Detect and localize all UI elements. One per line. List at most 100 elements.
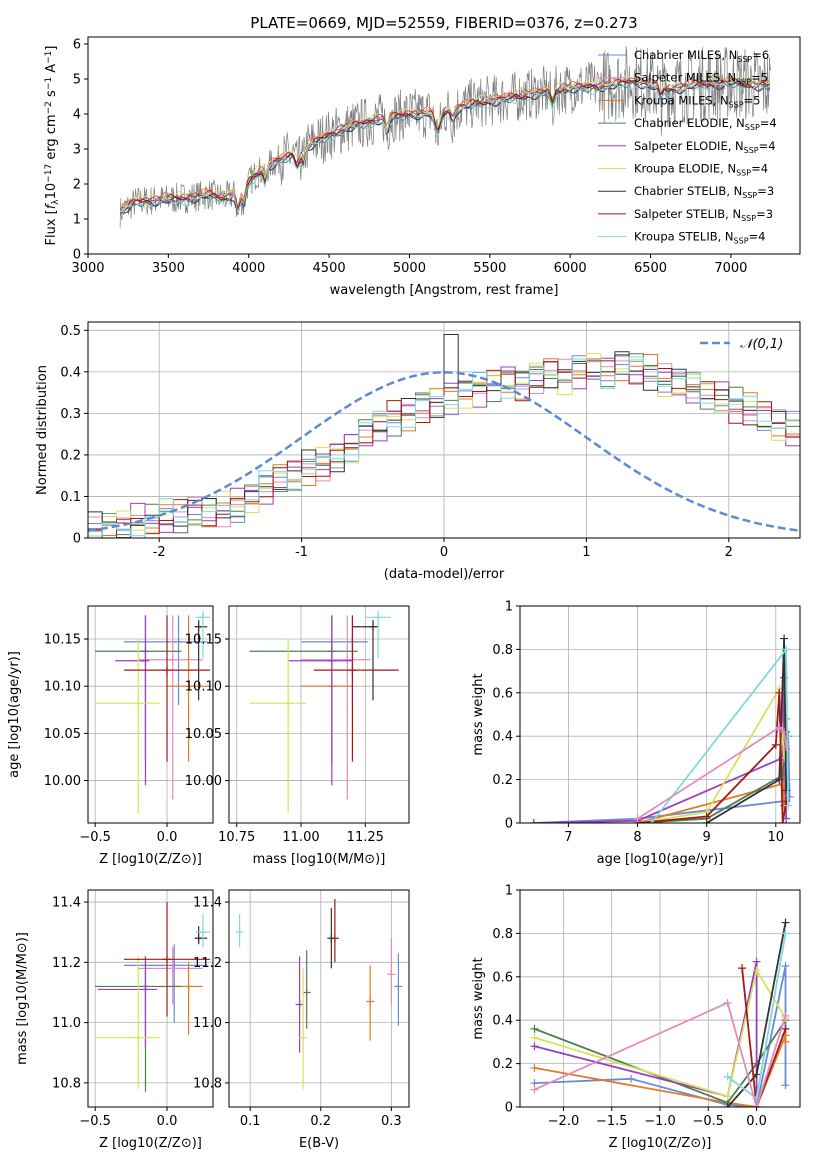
x-tick-label: 0.0 — [746, 1114, 767, 1129]
data-point — [327, 656, 336, 665]
x-axis-label: age [log10(age/yr)] — [597, 852, 724, 867]
legend-suffix: =5 — [751, 71, 768, 85]
figure-title: PLATE=0669, MJD=52559, FIBERID=0376, z=0… — [250, 14, 637, 32]
data-point — [780, 727, 789, 736]
x-tick-label: 6000 — [554, 261, 587, 276]
data-point — [781, 1081, 790, 1090]
y-tick-label: 11.4 — [193, 896, 222, 911]
x-tick-label: 10 — [768, 830, 785, 845]
model-line — [119, 77, 771, 212]
y-label-part: s — [44, 90, 59, 101]
chart-weight-vs-age: 7 8 9 10 0 0.2 0.4 0.6 0.8 1 age [log10(age/yr)] ma… — [471, 600, 801, 867]
x-tick-label: −0.5 — [79, 830, 111, 845]
legend-sub: SSP — [736, 169, 751, 178]
y-tick-label: 0.2 — [492, 773, 513, 788]
y-tick-label: 0.4 — [492, 1014, 513, 1029]
chart-spectrum: 3000 3500 4000 4500 5000 5500 6000 6500 7000 0 1 2 3… — [44, 36, 801, 298]
data-point — [702, 812, 711, 821]
histogram-step — [88, 356, 800, 537]
y-tick-label: 11.2 — [193, 956, 222, 971]
chart-mass-vs-Z: −0.5 0.0 10.8 11.0 11.2 11.4 Z [log10(Z/Z⊙)] ma… — [15, 889, 214, 1151]
legend-entry: 𝒩(0,1) — [740, 337, 783, 352]
x-tick-label: 0.3 — [381, 1114, 402, 1129]
x-tick-label: 11.00 — [282, 830, 319, 845]
data-point — [530, 1042, 539, 1051]
data-point — [366, 997, 375, 1006]
x-tick-label: 3000 — [71, 261, 104, 276]
data-point — [781, 1024, 790, 1033]
y-tick-label: 0.4 — [492, 730, 513, 745]
y-tick-label: 0.3 — [60, 407, 81, 422]
x-tick-label: −0.5 — [79, 1114, 111, 1129]
data-point — [387, 970, 396, 979]
model-line — [119, 81, 771, 217]
y-axis-label: mass weight — [471, 957, 486, 1039]
data-point — [174, 637, 183, 646]
y-tick-label: 10.8 — [52, 1076, 81, 1091]
y-tick-label: 1 — [73, 213, 81, 228]
y-axis-label: mass [log10(M/M⊙)] — [15, 932, 30, 1065]
data-point — [198, 613, 207, 622]
model-line — [119, 80, 771, 217]
y-tick-label: 4 — [73, 108, 81, 123]
data-point — [184, 982, 193, 991]
data-point — [194, 622, 203, 631]
y-tick-label: 10.8 — [193, 1076, 222, 1091]
x-tick-label: −1.0 — [644, 1114, 676, 1129]
y-label-part: −17 — [44, 164, 54, 183]
data-point — [782, 743, 791, 752]
data-point — [723, 998, 732, 1007]
y-label-part: 10 — [44, 183, 59, 200]
data-point — [771, 740, 780, 749]
data-point — [723, 1072, 732, 1081]
weight-line — [534, 1019, 787, 1104]
x-tick-label: 7 — [564, 830, 572, 845]
data-point — [194, 934, 203, 943]
legend-entry: Salpeter MILES, NSSP=5 — [634, 71, 768, 87]
legend-sub: SSP — [745, 123, 760, 132]
chart-mass-vs-ebv: 0.1 0.2 0.3 10.8 11.0 11.2 11.4 E(B-V) — [193, 889, 410, 1151]
plot-area — [529, 634, 794, 823]
plot-area — [88, 334, 800, 538]
legend-entry: Salpeter ELODIE, NSSP=4 — [634, 139, 776, 155]
x-axis-label: wavelength [Angstrom, rest frame] — [330, 283, 559, 298]
weight-line — [706, 638, 788, 823]
legend-suffix: =3 — [757, 184, 774, 198]
y-tick-label: 0.8 — [492, 927, 513, 942]
y-tick-label: 0 — [505, 817, 513, 832]
data-point — [198, 928, 207, 937]
y-tick-label: 0.1 — [60, 490, 81, 505]
weight-line — [534, 1001, 787, 1107]
legend-name: Kroupa MILES, N — [634, 93, 729, 107]
legend-sub: SSP — [742, 191, 757, 200]
y-tick-label: 10.10 — [185, 680, 222, 695]
y-label-part: −1 — [44, 77, 54, 90]
x-axis-label: mass [log10(M/M⊙)] — [253, 852, 386, 867]
x-tick-label: −1.5 — [596, 1114, 628, 1129]
y-tick-label: 10.00 — [185, 774, 222, 789]
y-tick-label: 11.0 — [52, 1016, 81, 1031]
data-point — [299, 1033, 308, 1042]
y-tick-label: 0.8 — [492, 643, 513, 658]
data-point — [781, 1011, 790, 1020]
plot-area — [95, 610, 211, 814]
y-axis-label: Flux [fλ10−17 erg cm−2 s−1 A−1] — [44, 46, 61, 246]
plot-area — [530, 918, 790, 1107]
weight-line — [637, 726, 788, 820]
data-point — [134, 699, 143, 708]
axes-frame — [228, 605, 410, 824]
y-tick-label: 5 — [73, 73, 81, 88]
data-point — [530, 1024, 539, 1033]
y-tick-label: 0 — [505, 1101, 513, 1116]
legend-suffix: =6 — [752, 48, 769, 62]
data-point — [394, 982, 403, 991]
data-point — [782, 645, 791, 654]
x-tick-label: −2.0 — [548, 1114, 580, 1129]
x-tick-label: 1 — [582, 545, 590, 560]
plot-area — [95, 902, 211, 1092]
legend-name: Salpeter STELIB, N — [634, 207, 741, 221]
x-tick-label: 8 — [633, 830, 641, 845]
legend-entry: Chabrier MILES, NSSP=6 — [634, 48, 769, 64]
data-point — [778, 819, 787, 823]
data-point — [343, 655, 352, 664]
